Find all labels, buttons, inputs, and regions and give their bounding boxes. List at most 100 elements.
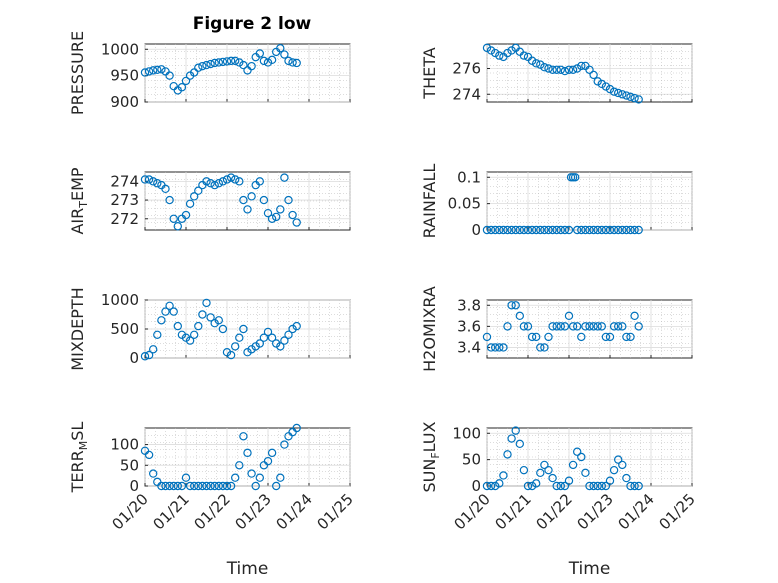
y-axis-label: THETA — [420, 47, 439, 99]
data-point — [548, 225, 557, 235]
data-point — [206, 313, 215, 322]
data-point — [630, 225, 639, 235]
data-point — [499, 343, 508, 352]
data-point — [577, 61, 586, 71]
data-point — [144, 67, 154, 76]
data-point — [552, 65, 561, 74]
data-point — [169, 307, 178, 316]
y-tick-label: 1000 — [101, 40, 139, 58]
y-axis-label: MIXDEPTH — [68, 287, 87, 370]
y-tick-label: 950 — [110, 67, 139, 85]
data-point — [560, 481, 570, 491]
data-point — [622, 91, 631, 100]
data-point — [157, 316, 166, 325]
data-point — [263, 208, 273, 218]
data-point — [210, 481, 219, 491]
data-point — [198, 310, 207, 319]
data-point — [230, 56, 240, 66]
data-point — [218, 177, 228, 186]
data-point — [284, 330, 293, 339]
y-axis-label: AIRTEMP — [68, 167, 90, 234]
data-point — [540, 343, 549, 352]
data-point — [593, 77, 602, 86]
data-point — [292, 58, 301, 68]
data-point — [230, 175, 240, 184]
y-tick-label: 3.8 — [457, 296, 481, 314]
data-point — [198, 481, 207, 491]
data-point — [239, 195, 248, 205]
x-tick-label: 01/20 — [109, 490, 152, 533]
data-point — [605, 225, 615, 235]
y-axis-label-sub: M — [77, 441, 90, 451]
data-point — [507, 225, 516, 235]
data-point — [556, 322, 566, 331]
data-point — [519, 225, 529, 235]
data-point — [157, 481, 166, 491]
data-point — [214, 58, 223, 67]
y-tick-label: 0 — [129, 349, 139, 367]
data-point — [276, 205, 285, 214]
data-point — [243, 448, 252, 458]
data-point — [206, 179, 215, 188]
data-point — [247, 469, 256, 478]
data-point — [634, 225, 643, 235]
data-point — [259, 195, 269, 205]
data-point — [544, 64, 553, 73]
data-point — [491, 481, 500, 491]
data-point — [251, 481, 260, 491]
data-point — [552, 322, 561, 331]
data-point — [214, 481, 223, 491]
data-point — [540, 460, 549, 470]
y-axis-label-sub: T — [77, 201, 90, 209]
data-point — [255, 473, 264, 482]
data-point — [589, 481, 598, 491]
data-point — [568, 65, 578, 74]
subplot-1: 900 950 1000 PRESSURE — [68, 31, 351, 115]
y-tick-label: 273 — [110, 191, 139, 209]
data-point — [222, 57, 232, 66]
data-point — [214, 179, 223, 188]
data-point — [614, 225, 623, 235]
data-point — [585, 481, 594, 491]
data-point — [206, 481, 215, 491]
data-point — [577, 452, 586, 462]
data-point — [486, 481, 496, 491]
data-point — [169, 481, 178, 491]
data-point — [597, 79, 607, 89]
data-point — [140, 352, 150, 361]
data-point — [589, 225, 598, 235]
data-point — [140, 68, 150, 77]
data-point — [548, 473, 557, 483]
data-point — [161, 307, 170, 316]
data-point — [593, 225, 602, 235]
data-point — [609, 87, 619, 96]
data-point — [548, 322, 557, 331]
data-point — [609, 322, 619, 331]
data-point — [556, 65, 566, 74]
data-point — [230, 342, 240, 351]
data-point — [495, 51, 504, 60]
data-point — [540, 225, 549, 235]
data-point — [597, 481, 607, 491]
data-point — [597, 225, 607, 235]
data-point — [148, 177, 158, 186]
data-point — [181, 473, 191, 482]
data-point — [544, 225, 553, 235]
data-point — [527, 56, 537, 65]
data-point — [511, 225, 520, 235]
data-point — [570, 173, 580, 182]
data-point — [263, 456, 273, 466]
y-tick-label: 0 — [471, 221, 481, 239]
y-tick-label: 0.05 — [448, 195, 481, 213]
data-point — [626, 92, 635, 102]
data-point — [507, 301, 516, 310]
subplot-2: 274 276 THETA — [420, 43, 693, 104]
data-point — [226, 350, 236, 360]
data-point — [548, 65, 557, 74]
data-point — [218, 481, 228, 491]
data-point — [564, 311, 574, 321]
data-point — [495, 479, 504, 488]
data-point — [544, 465, 553, 475]
data-point — [218, 57, 228, 67]
